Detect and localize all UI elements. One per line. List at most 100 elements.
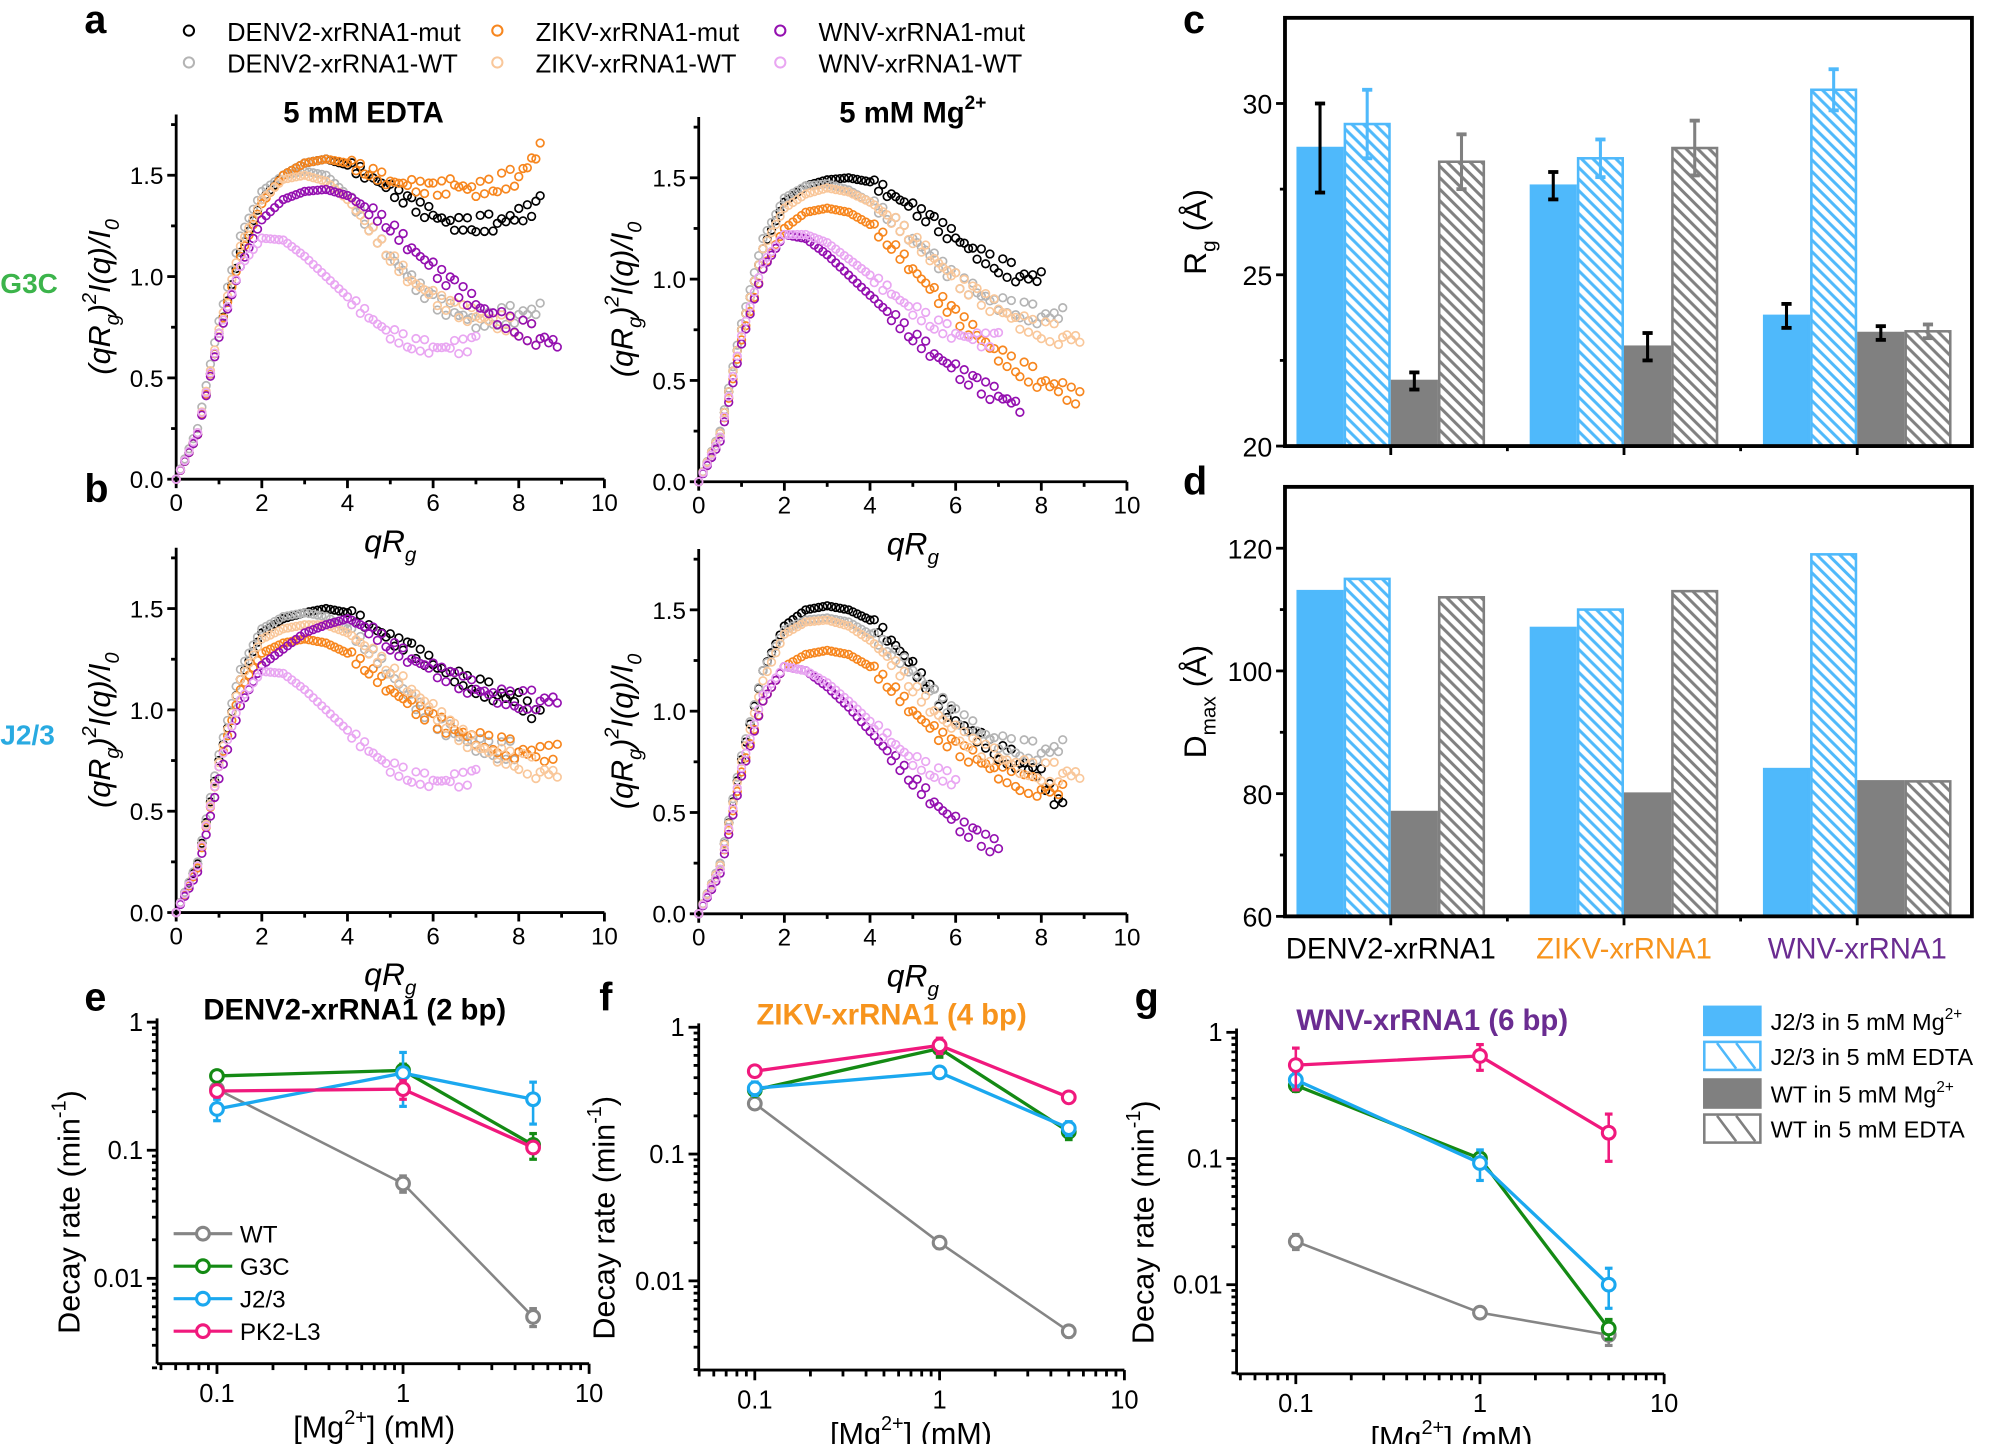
y-tick-label: 0.1 [649,1141,684,1169]
data-point [475,674,485,684]
bar [1904,780,1952,918]
series-WNV-xrRNA1-WT [171,666,481,918]
data-point [848,173,858,184]
data-point [329,605,340,615]
data-point [891,240,901,250]
data-point [209,1083,225,1099]
legend-label: WT [240,1222,278,1249]
data-point [484,748,494,758]
data-point [1006,759,1016,769]
data-point [282,173,293,184]
data-point [813,185,824,196]
data-point [325,155,335,165]
category-label: WNV-xrRNA1 [1768,932,1947,965]
data-point [184,879,194,890]
data-point [419,335,430,345]
data-point [980,743,991,753]
data-point [1049,319,1059,329]
data-point [424,781,434,792]
data-point [454,182,464,192]
data-point [359,737,370,747]
data-point [235,701,246,711]
data-point [839,604,849,614]
data-point [282,611,293,621]
data-point [921,217,931,227]
data-point [389,637,400,648]
data-point [197,841,207,851]
data-point [839,648,849,659]
data-point [728,810,738,820]
data-point [1045,776,1055,787]
data-point [394,235,404,245]
data-point [980,328,991,338]
data-point [548,765,558,776]
plot-frame [1283,484,1974,919]
data-point [916,204,927,214]
legend-marker [195,1290,211,1307]
data-point [394,771,404,781]
data-point [248,213,258,223]
data-point [719,407,730,418]
data-point [424,178,434,188]
data-point [492,757,503,767]
data-point [1036,377,1046,387]
series-ZIKV-xrRNA1-WT [171,620,562,918]
data-point [514,687,524,698]
bar-legend: J2/3 in 5 mM Mg2+ J2/3 in 5 mM EDTA WT in … [1703,1005,1974,1144]
data-point [359,303,370,314]
data-point [192,423,203,434]
data-point [449,667,460,678]
data-point [428,698,438,709]
legend-label: G3C [240,1254,290,1281]
data-point [711,441,721,451]
data-point [869,615,879,625]
data-point [235,695,246,705]
legend-marker [182,24,196,37]
data-point [985,342,995,352]
data-point [886,289,897,299]
data-point [916,789,927,800]
data-point [205,359,216,369]
data-point [959,365,969,375]
series-line [754,1046,1070,1134]
data-point [496,732,507,742]
data-point [895,324,905,334]
data-point [762,252,772,262]
data-point [891,212,901,222]
data-point [989,763,999,773]
data-point [210,792,220,803]
series-PK2-L3 [1287,1042,1617,1163]
data-point [1023,770,1034,781]
data-point [201,830,211,840]
data-point [963,742,974,753]
data-point [1075,773,1085,784]
data-point [788,663,798,673]
x-tick-label: 0 [692,493,705,520]
data-point [912,329,922,339]
data-point [908,656,918,667]
data-point [972,825,982,835]
data-point [878,669,888,679]
data-point [766,246,777,257]
y-tick-label: 80 [1242,780,1272,810]
data-point [758,264,768,274]
data-point [325,604,335,615]
data-point [1066,382,1076,392]
data-point [736,767,747,777]
data-point [989,294,999,304]
data-point [525,1139,542,1156]
data-point [1472,1048,1488,1064]
data-point [531,752,541,762]
data-point [865,219,875,230]
legend-marker [195,1258,211,1275]
data-point [946,333,957,343]
data-point [1053,339,1064,350]
data-point [395,1065,411,1082]
y-tick-label: 0.01 [93,1265,143,1293]
legend-label: WT in 5 mM Mg2+ [1771,1079,1954,1108]
legend-label: J2/3 in 5 mM EDTA [1771,1044,1974,1070]
data-point [1058,735,1068,745]
data-point [916,765,927,775]
data-point [317,621,327,632]
data-point [501,184,511,194]
